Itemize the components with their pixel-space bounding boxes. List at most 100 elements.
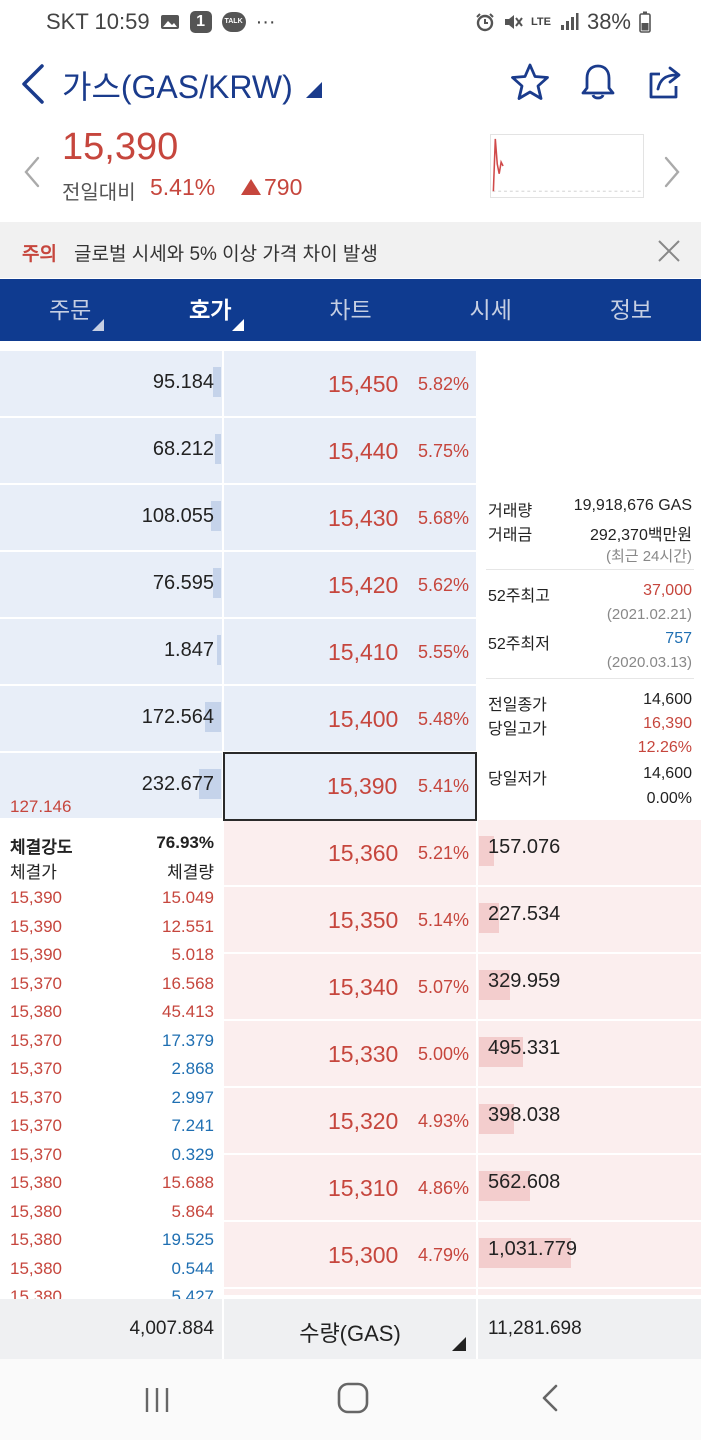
tab-order[interactable]: 주문: [0, 279, 140, 341]
unit-selector[interactable]: 수량(GAS): [224, 1299, 476, 1359]
ask-volume-cell[interactable]: 232.677: [0, 753, 222, 818]
trade-row: 15,380 19.525: [0, 1226, 222, 1255]
trade-price: 15,380: [10, 1002, 62, 1021]
ask-volume: 95.184: [152, 371, 214, 393]
order-price: 15,310: [328, 1175, 399, 1201]
ask-volume: 76.595: [152, 572, 214, 594]
ask-volume-cell[interactable]: 76.595: [0, 552, 222, 617]
gallery-icon: [160, 15, 179, 29]
ask-volume-cell[interactable]: 95.184: [0, 351, 222, 416]
trade-price: 15,370: [10, 1059, 62, 1078]
bid-volume-cell[interactable]: 398.038: [478, 1088, 701, 1153]
ask-volume-cell[interactable]: 1.847: [0, 619, 222, 684]
mini-sparkline-chart[interactable]: [490, 134, 644, 198]
ask-volume-cell[interactable]: 108.055: [0, 485, 222, 550]
trade-price: 15,370: [10, 1144, 62, 1164]
price-summary: 15,390 전일대비 5.41% 790: [0, 124, 701, 222]
ask-volume: 232.677: [141, 773, 214, 795]
next-coin-icon[interactable]: [660, 152, 684, 192]
ask-total: 4,007.884: [129, 1318, 214, 1339]
trade-price: 15,380: [10, 1173, 62, 1192]
bell-icon[interactable]: [578, 62, 618, 102]
page-title[interactable]: 가스(GAS/KRW): [62, 69, 293, 105]
order-price: 15,360: [328, 840, 399, 866]
bid-price-row[interactable]: 15,310 4.86%: [224, 1155, 476, 1220]
order-price: 15,440: [328, 438, 399, 464]
corner-triangle-icon: [92, 319, 104, 331]
favorite-star-icon[interactable]: [510, 62, 550, 102]
trade-row: 15,370 2.868: [0, 1055, 222, 1084]
trade-row: 15,380 45.413: [0, 998, 222, 1027]
day-high-percent: 12.26%: [637, 739, 692, 756]
tab-info[interactable]: 정보: [561, 279, 701, 341]
ask-price-row[interactable]: 15,430 5.68%: [224, 485, 476, 550]
trade-volume: 7.241: [171, 1116, 214, 1135]
order-percent: 4.93%: [418, 1111, 470, 1131]
order-book: 95.184 15,450 5.82% 68.212 15,440 5.75% 108.05…: [0, 341, 701, 1299]
volume-value: 19,918,676 GAS: [573, 497, 692, 514]
trade-price: 15,390: [10, 888, 62, 907]
order-percent: 4.86%: [418, 1178, 470, 1198]
bid-volume-cell[interactable]: 329.959: [478, 954, 701, 1019]
battery-icon: [639, 11, 651, 33]
trade-row: 15,390 15.049: [0, 884, 222, 913]
order-price: 15,430: [328, 505, 399, 531]
trade-volume: 5.427: [171, 1287, 214, 1299]
trade-row: 15,380 5.427: [0, 1283, 222, 1299]
bid-price-row[interactable]: 15,340 5.07%: [224, 954, 476, 1019]
bid-volume-cell[interactable]: 562.608: [478, 1155, 701, 1220]
bid-price-row[interactable]: 15,320 4.93%: [224, 1088, 476, 1153]
bid-volume-cell[interactable]: 227.534: [478, 887, 701, 952]
order-percent: 5.75%: [418, 441, 470, 461]
trade-row: 15,380 5.864: [0, 1198, 222, 1227]
recent-apps-icon[interactable]: [142, 1385, 172, 1415]
ask-volume-cell[interactable]: 172.564: [0, 686, 222, 751]
current-price-row[interactable]: 15,390 5.41%: [223, 752, 477, 821]
nav-back-icon[interactable]: [536, 1383, 566, 1413]
share-icon[interactable]: [646, 62, 686, 102]
trade-row: 15,380 0.544: [0, 1255, 222, 1284]
home-icon[interactable]: [336, 1381, 370, 1415]
trade-volume: 15.049: [162, 888, 214, 907]
bid-volume-cell[interactable]: 1,031.779: [478, 1222, 701, 1287]
trade-price: 15,380: [10, 1230, 62, 1249]
trade-volume: 0.544: [171, 1258, 214, 1278]
bid-price-row[interactable]: 15,300 4.79%: [224, 1222, 476, 1287]
trade-row: 15,390 5.018: [0, 941, 222, 970]
tab-chart[interactable]: 차트: [280, 279, 420, 341]
ask-volume-bar: [211, 501, 221, 531]
order-percent: 5.62%: [418, 575, 470, 595]
ask-price-row[interactable]: 15,400 5.48%: [224, 686, 476, 751]
ask-price-row[interactable]: 15,440 5.75%: [224, 418, 476, 483]
back-arrow-icon[interactable]: [18, 62, 52, 106]
bid-price-row[interactable]: 15,330 5.00%: [224, 1021, 476, 1086]
bid-volume: 495.331: [488, 1037, 561, 1059]
bid-volume: 329.959: [488, 970, 561, 992]
previous-coin-icon[interactable]: [20, 152, 44, 192]
close-icon[interactable]: [656, 238, 682, 264]
trade-history-panel: 체결강도 76.93% 체결가 체결량 15,390 15.049 15,390 12…: [0, 827, 222, 1299]
ask-volume: 172.564: [141, 706, 214, 728]
day-high-label: 당일고가: [488, 721, 547, 738]
tab-market-price[interactable]: 시세: [421, 279, 561, 341]
trade-volume: 2.997: [171, 1087, 214, 1107]
more-notifications-icon: ···: [255, 10, 276, 33]
ask-price-row[interactable]: 15,410 5.55%: [224, 619, 476, 684]
bid-volume-cell[interactable]: 495.331: [478, 1021, 701, 1086]
bid-price-row[interactable]: 15,360 5.21%: [224, 820, 476, 885]
bid-volume-cell[interactable]: 157.076: [478, 820, 701, 885]
app-header: 가스(GAS/KRW): [0, 44, 701, 124]
tab-orderbook[interactable]: 호가: [140, 279, 280, 341]
bid-price-row[interactable]: 15,350 5.14%: [224, 887, 476, 952]
order-percent: 5.41%: [418, 776, 470, 796]
carrier-time: SKT 10:59: [46, 9, 150, 34]
trade-price: 15,390: [10, 916, 62, 936]
bid-volume-bar: [479, 903, 499, 933]
tab-label: 주문: [48, 297, 92, 323]
ask-volume-cell[interactable]: 68.212: [0, 418, 222, 483]
bid-volume-bar: [479, 970, 510, 1000]
ask-price-row[interactable]: 15,450 5.82%: [224, 351, 476, 416]
trade-row: 15,370 2.997: [0, 1084, 222, 1113]
caret-down-icon[interactable]: [306, 82, 322, 98]
ask-price-row[interactable]: 15,420 5.62%: [224, 552, 476, 617]
